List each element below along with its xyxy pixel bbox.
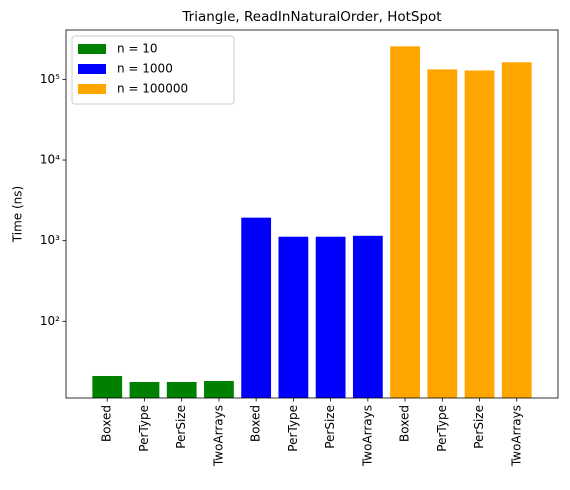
x-tick-label: PerSize xyxy=(472,405,486,449)
legend-label: n = 10 xyxy=(117,42,158,56)
bar xyxy=(352,235,383,398)
x-tick-label: PerSize xyxy=(174,405,188,449)
y-tick-label: 10² xyxy=(40,314,60,328)
plot-frame xyxy=(65,29,559,399)
y-tick-label: 10⁴ xyxy=(40,153,60,167)
x-tick-label: PerSize xyxy=(323,405,337,449)
x-tick-label: TwoArrays xyxy=(360,405,374,467)
legend-box xyxy=(71,35,235,105)
legend-swatch xyxy=(78,64,106,74)
bar xyxy=(92,375,123,398)
y-axis-label: Time (ns) xyxy=(11,186,25,243)
bar xyxy=(129,381,160,398)
chart-title: Triangle, ReadInNaturalOrder, HotSpot xyxy=(181,9,441,25)
legend-label: n = 1000 xyxy=(117,62,173,76)
x-tick-label: Boxed xyxy=(100,405,114,442)
bar xyxy=(166,381,197,398)
legend-label: n = 100000 xyxy=(117,82,188,96)
bar xyxy=(278,236,309,398)
x-tick-label: TwoArrays xyxy=(509,405,523,467)
bar xyxy=(427,69,458,399)
x-tick-label: TwoArrays xyxy=(211,405,225,467)
bar xyxy=(464,70,495,399)
x-tick-label: PerType xyxy=(435,405,449,452)
x-tick-label: Boxed xyxy=(249,405,263,442)
y-tick-label: 10⁵ xyxy=(40,72,60,86)
bar xyxy=(241,217,272,398)
bar xyxy=(315,236,346,398)
x-tick-label: Boxed xyxy=(398,405,412,442)
legend: n = 10 n = 1000 n = 100000 xyxy=(71,35,235,105)
legend-swatch xyxy=(78,44,106,54)
bar xyxy=(204,380,234,398)
legend-swatch xyxy=(78,84,106,94)
x-tick-label: PerType xyxy=(137,405,151,452)
bar xyxy=(501,62,532,398)
y-tick-label: 10³ xyxy=(40,233,60,247)
bar xyxy=(390,46,420,399)
x-tick-label: PerType xyxy=(286,405,300,452)
